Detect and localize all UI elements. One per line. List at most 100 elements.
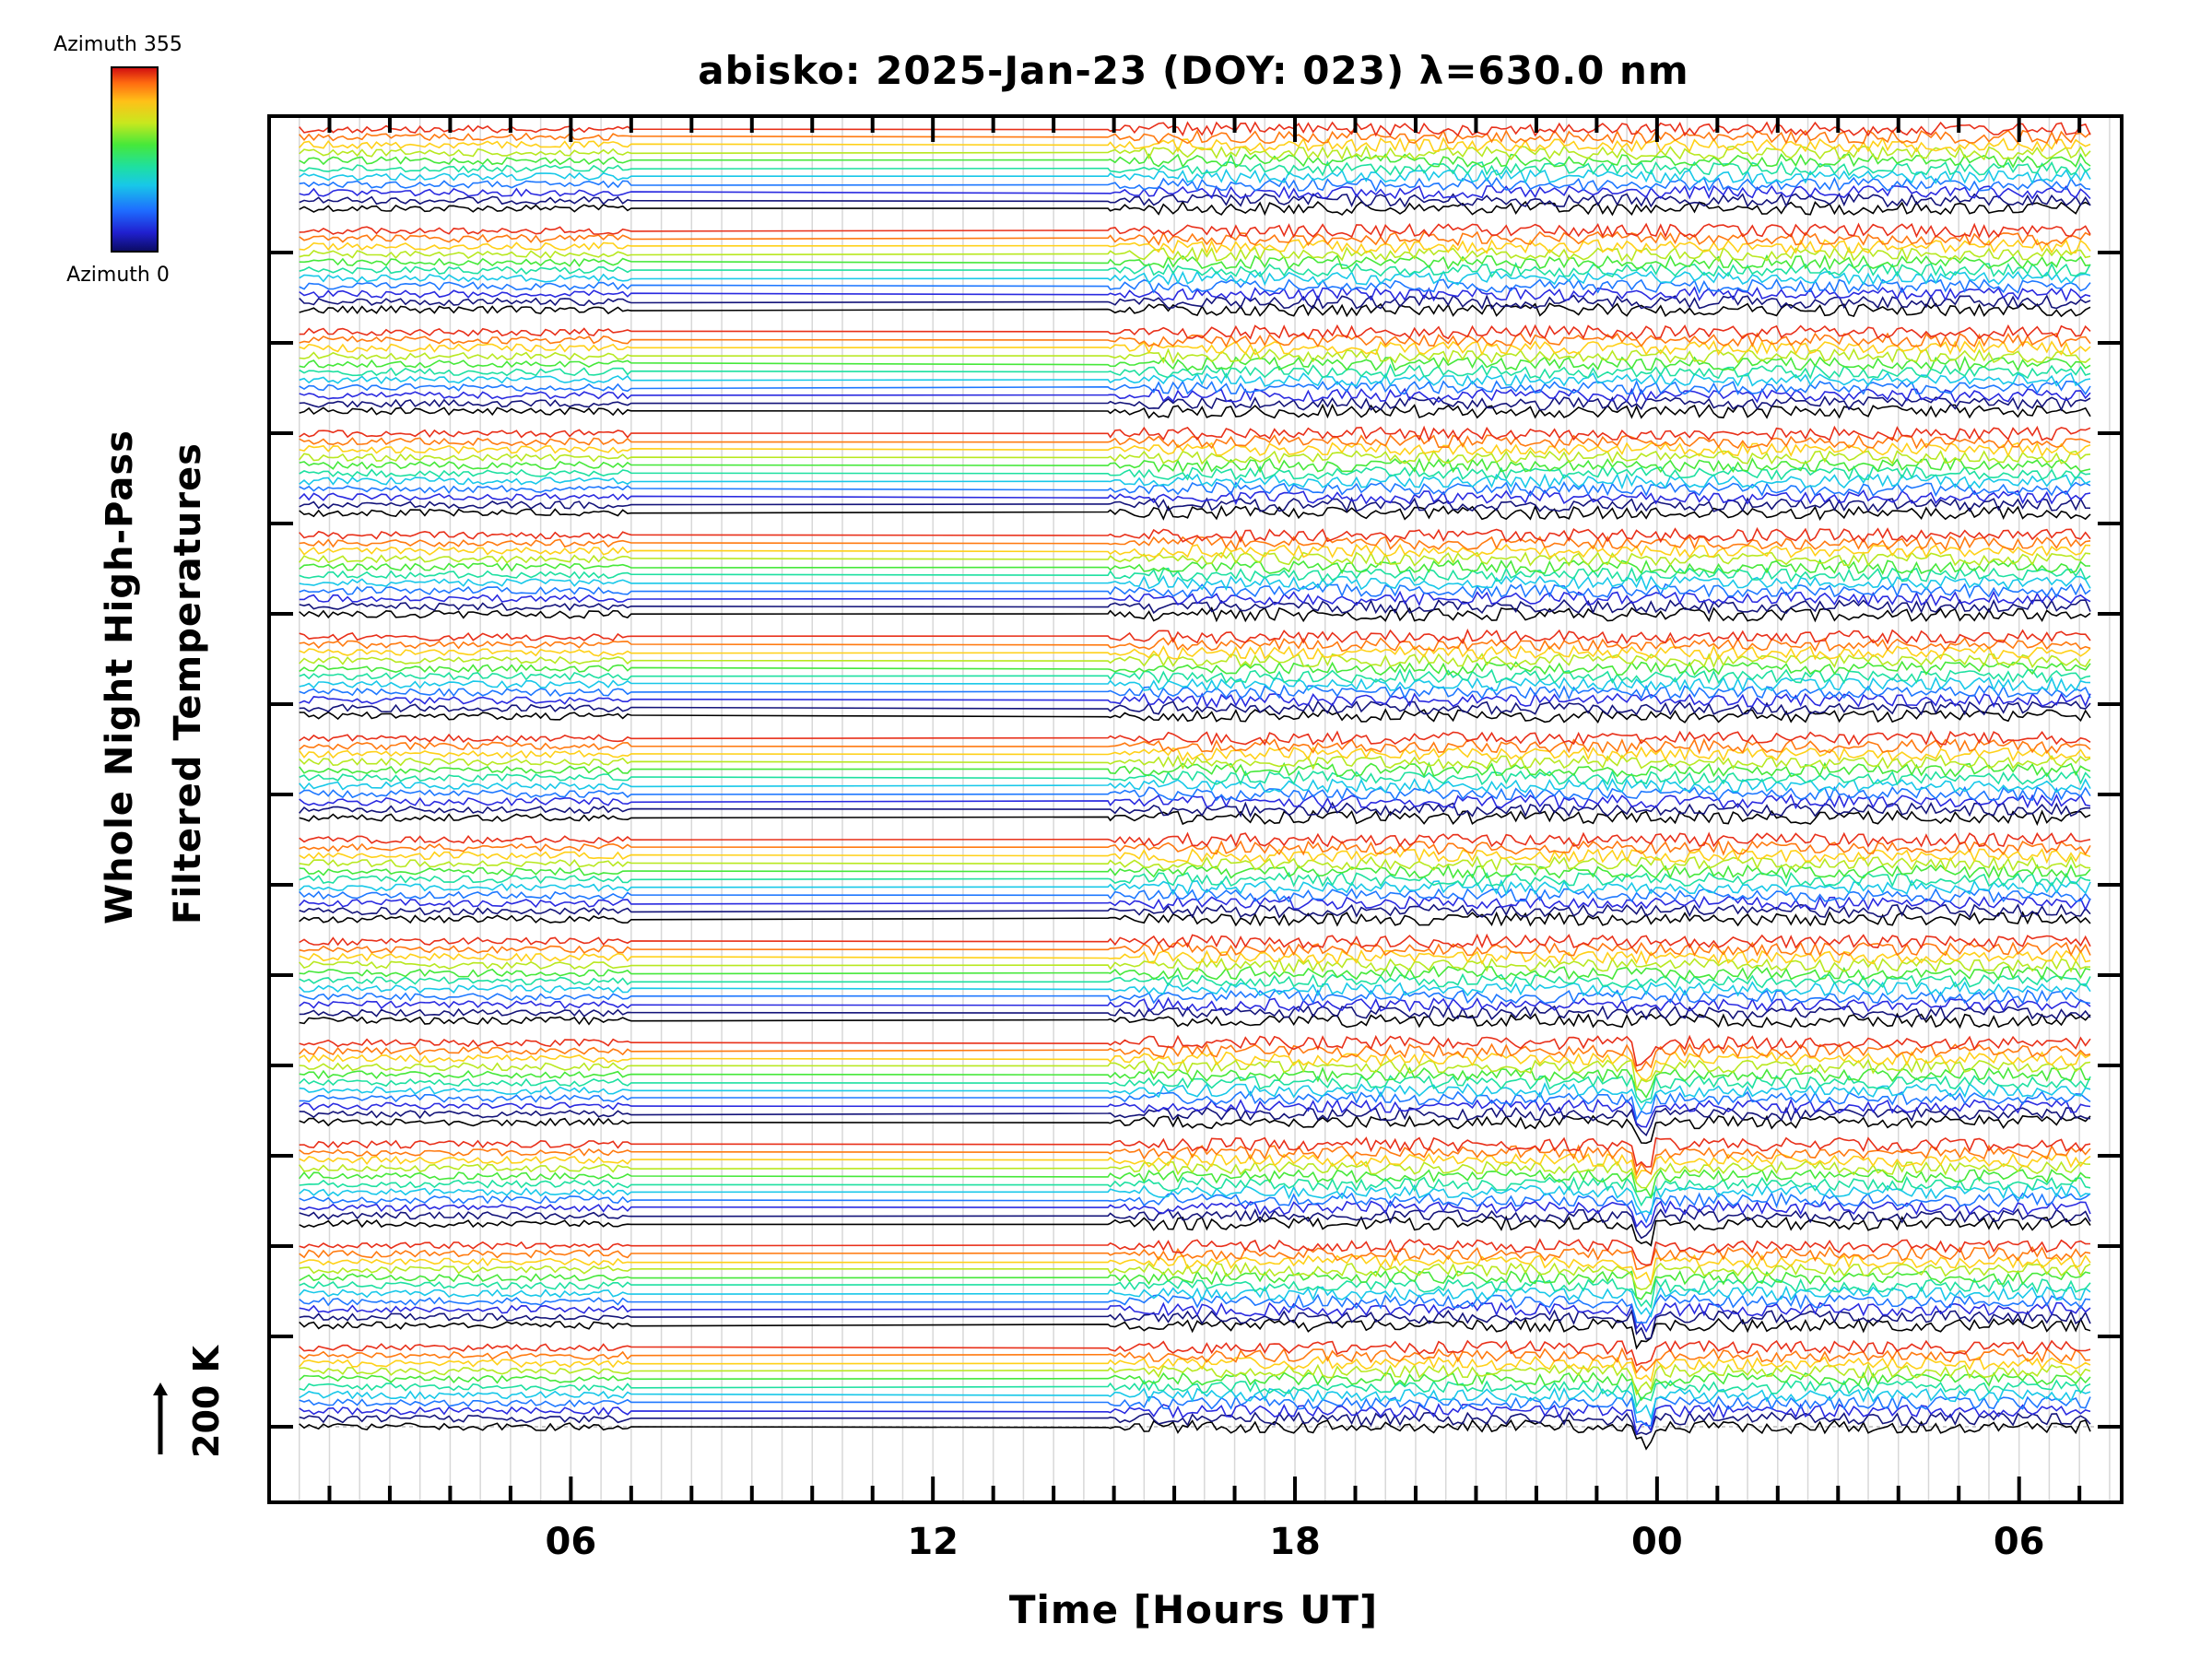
- series-line: [299, 1082, 2091, 1112]
- series-line: [299, 785, 2091, 802]
- series-line: [299, 754, 2091, 771]
- series-line: [299, 878, 2091, 896]
- series-line: [299, 660, 2091, 677]
- series-line: [299, 574, 2091, 592]
- series-line: [299, 324, 2091, 340]
- axes-frame: [267, 114, 2124, 1504]
- series-line: [299, 121, 2091, 137]
- series-line: [299, 737, 2091, 755]
- series-line: [299, 1106, 2091, 1137]
- series-line: [299, 948, 2091, 966]
- series-line: [299, 809, 2091, 827]
- series-line: [299, 339, 2091, 357]
- x-tick-label: 18: [1269, 1521, 1321, 1563]
- series-line: [299, 1277, 2091, 1310]
- series-line: [299, 1379, 2091, 1408]
- series-line: [299, 551, 2091, 567]
- series-line: [299, 848, 2091, 865]
- series-line: [299, 590, 2091, 607]
- series-line: [299, 1363, 2091, 1396]
- series-line: [299, 746, 2091, 762]
- series-line: [299, 582, 2091, 599]
- series-line: [299, 1394, 2091, 1427]
- series-line: [299, 989, 2091, 1005]
- series-line: [299, 192, 2091, 208]
- series-line: [299, 294, 2091, 311]
- series-line: [299, 1175, 2091, 1207]
- series-line: [299, 238, 2091, 255]
- series-line: [299, 566, 2091, 583]
- colorbar-bottom-label: Azimuth 0: [66, 264, 170, 287]
- series-line: [299, 636, 2091, 653]
- x-axis-label: Time [Hours UT]: [1008, 1587, 1379, 1632]
- series-line: [299, 691, 2091, 709]
- x-tick-label: 06: [545, 1521, 597, 1563]
- series-line: [299, 535, 2091, 551]
- series-line: [299, 957, 2091, 973]
- series-line: [299, 1005, 2091, 1021]
- series-line: [299, 1410, 2091, 1436]
- series-line: [299, 136, 2091, 153]
- series-line: [299, 1144, 2091, 1177]
- series-line: [299, 1418, 2091, 1451]
- series-line: [299, 1285, 2091, 1318]
- series-line: [299, 160, 2091, 177]
- series-line: [299, 465, 2091, 481]
- series-line: [299, 1065, 2091, 1100]
- series-line: [299, 598, 2091, 615]
- series-line: [299, 1113, 2091, 1145]
- series-line: [299, 801, 2090, 818]
- series-line: [299, 794, 2091, 810]
- series-line: [299, 1387, 2091, 1420]
- series-line: [299, 200, 2091, 217]
- series-line: [299, 895, 2091, 912]
- series-line: [299, 761, 2091, 778]
- series-line: [299, 481, 2091, 498]
- x-tick-label: 06: [1993, 1521, 2045, 1563]
- series-line: [299, 1034, 2091, 1067]
- series-line: [299, 871, 2091, 888]
- series-line: [299, 1042, 2091, 1073]
- series-line: [299, 387, 2091, 404]
- series-line: [299, 668, 2091, 685]
- series-line: [299, 347, 2091, 364]
- series-line: [299, 981, 2091, 997]
- series-line: [299, 708, 2091, 724]
- series-line: [299, 1098, 2091, 1128]
- series-line: [299, 778, 2091, 794]
- series-line: [299, 449, 2091, 465]
- series-line: [299, 425, 2091, 442]
- azimuth-colorbar: [111, 66, 159, 253]
- series-line: [299, 504, 2091, 522]
- series-line: [299, 403, 2091, 419]
- series-line: [299, 1090, 2091, 1122]
- series-line: [299, 526, 2091, 544]
- series-line: [299, 145, 2091, 161]
- x-tick-label: 12: [907, 1521, 959, 1563]
- series-line: [299, 332, 2091, 348]
- series-line: [299, 965, 2091, 981]
- series-line: [299, 1199, 2091, 1229]
- series-line: [299, 606, 2091, 623]
- series-line: [299, 863, 2091, 880]
- series-line: [299, 1160, 2091, 1189]
- series-line: [299, 888, 2091, 903]
- series-line: [299, 1136, 2091, 1168]
- series-line: [299, 184, 2091, 200]
- series-line: [299, 302, 2091, 318]
- series-line: [299, 831, 2091, 848]
- series-line: [299, 1339, 2091, 1367]
- series-line: [299, 473, 2091, 490]
- series-line: [299, 152, 2091, 169]
- x-tick-label: 00: [1631, 1521, 1683, 1563]
- series-line: [299, 262, 2091, 278]
- series-line: [299, 559, 2090, 576]
- series-line: [299, 700, 2091, 716]
- chart-title: abisko: 2025-Jan-23 (DOY: 023) λ=630.0 n…: [698, 48, 1689, 93]
- series-line: [299, 972, 2091, 989]
- series-line: [299, 1317, 2091, 1350]
- series-line: [299, 222, 2091, 239]
- series-line: [299, 355, 2091, 372]
